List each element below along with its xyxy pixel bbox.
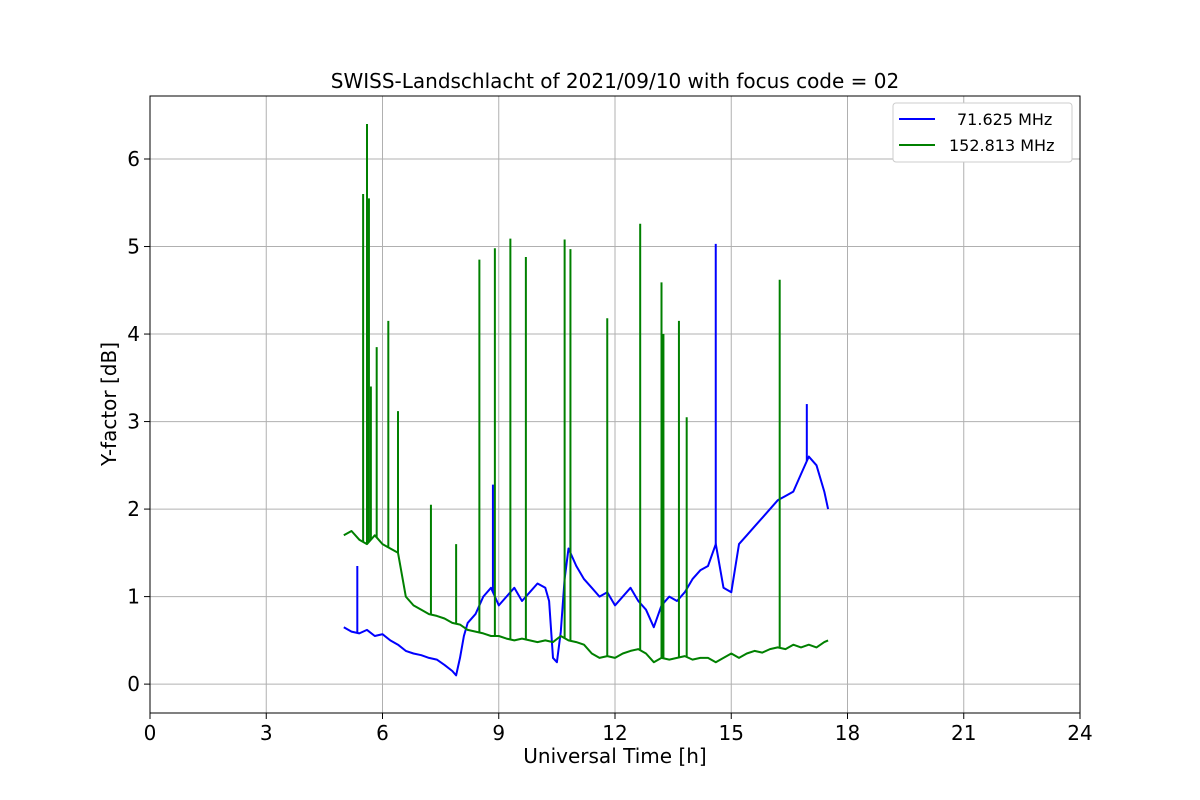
x-tick-label: 24 (1067, 721, 1092, 745)
y-tick-label: 4 (127, 322, 140, 346)
x-tick-label: 6 (376, 721, 389, 745)
legend: 71.625 MHz 152.813 MHz (892, 102, 1073, 163)
series-line-1 (343, 455, 830, 677)
y-axis: 0 1 2 3 4 5 6 (127, 147, 150, 696)
x-tick-label: 12 (602, 721, 627, 745)
y-tick-label: 6 (127, 147, 140, 171)
y-tick-label: 1 (127, 585, 140, 609)
x-axis: 0 3 6 9 12 15 18 21 24 (144, 713, 1093, 745)
series-layer (343, 124, 830, 677)
legend-box (892, 102, 1073, 163)
x-axis-label: Universal Time [h] (523, 744, 706, 768)
chart-title: SWISS-Landschlacht of 2021/09/10 with fo… (331, 69, 899, 93)
y-axis-label: Y-factor [dB] (97, 342, 121, 467)
y-tick-label: 5 (127, 235, 140, 259)
legend-label-series-1: 71.625 MHz (957, 110, 1052, 129)
y-tick-label: 2 (127, 497, 140, 521)
y-tick-label: 3 (127, 410, 140, 434)
x-tick-label: 0 (144, 721, 157, 745)
x-tick-label: 21 (951, 721, 976, 745)
series-line-2 (343, 530, 829, 664)
x-tick-label: 18 (835, 721, 860, 745)
x-tick-label: 3 (260, 721, 273, 745)
x-tick-label: 15 (719, 721, 744, 745)
legend-label-series-2: 152.813 MHz (949, 136, 1054, 155)
y-tick-label: 0 (127, 672, 140, 696)
x-tick-label: 9 (492, 721, 505, 745)
